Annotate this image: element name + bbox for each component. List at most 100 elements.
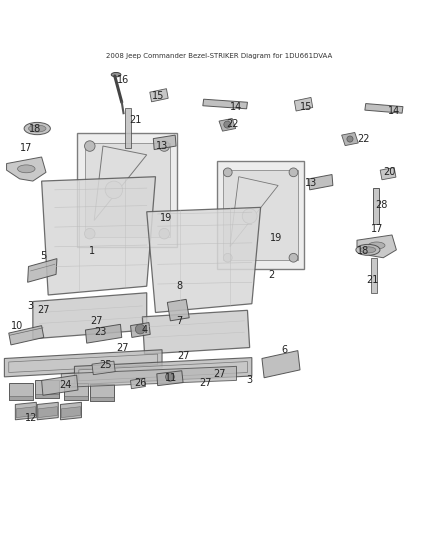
Text: 13: 13 bbox=[305, 178, 317, 188]
Text: 3: 3 bbox=[247, 375, 253, 385]
Text: 12: 12 bbox=[25, 413, 37, 423]
Circle shape bbox=[223, 168, 232, 177]
Circle shape bbox=[159, 229, 170, 239]
Polygon shape bbox=[16, 407, 35, 418]
Text: 27: 27 bbox=[213, 369, 225, 379]
Ellipse shape bbox=[111, 72, 121, 77]
Text: 21: 21 bbox=[130, 115, 142, 125]
Polygon shape bbox=[42, 177, 155, 295]
Text: 21: 21 bbox=[366, 274, 378, 285]
Polygon shape bbox=[7, 157, 46, 181]
Text: 2008 Jeep Commander Bezel-STRIKER Diagram for 1DU661DVAA: 2008 Jeep Commander Bezel-STRIKER Diagra… bbox=[106, 53, 332, 59]
Text: 15: 15 bbox=[152, 91, 164, 101]
Text: 27: 27 bbox=[117, 343, 129, 352]
Text: 23: 23 bbox=[95, 327, 107, 337]
Polygon shape bbox=[157, 371, 183, 386]
Bar bbox=[77, 133, 177, 247]
Polygon shape bbox=[15, 402, 36, 420]
Text: 18: 18 bbox=[29, 124, 41, 134]
Circle shape bbox=[224, 121, 231, 128]
Polygon shape bbox=[294, 98, 313, 111]
Text: 28: 28 bbox=[375, 200, 387, 210]
Ellipse shape bbox=[368, 242, 385, 249]
Polygon shape bbox=[92, 361, 115, 375]
Text: 7: 7 bbox=[177, 316, 183, 326]
Text: 20: 20 bbox=[384, 167, 396, 177]
Text: 4: 4 bbox=[141, 325, 148, 335]
Polygon shape bbox=[203, 99, 247, 109]
Text: 14: 14 bbox=[230, 102, 243, 111]
Polygon shape bbox=[373, 188, 379, 223]
Polygon shape bbox=[35, 381, 59, 398]
Text: 22: 22 bbox=[357, 134, 370, 144]
Ellipse shape bbox=[360, 247, 376, 253]
Polygon shape bbox=[35, 393, 59, 398]
Polygon shape bbox=[28, 259, 57, 282]
Ellipse shape bbox=[28, 125, 46, 132]
Circle shape bbox=[105, 181, 123, 199]
Bar bbox=[223, 170, 298, 260]
Polygon shape bbox=[38, 407, 57, 418]
Polygon shape bbox=[79, 361, 247, 381]
Polygon shape bbox=[9, 354, 158, 373]
Ellipse shape bbox=[356, 245, 380, 255]
Polygon shape bbox=[147, 207, 261, 312]
Polygon shape bbox=[142, 310, 250, 354]
Polygon shape bbox=[365, 103, 403, 113]
Polygon shape bbox=[37, 402, 58, 420]
Circle shape bbox=[85, 229, 95, 239]
Text: 1: 1 bbox=[89, 246, 95, 256]
Text: 24: 24 bbox=[60, 379, 72, 390]
Circle shape bbox=[242, 209, 257, 223]
Text: 26: 26 bbox=[134, 377, 146, 387]
Polygon shape bbox=[61, 366, 237, 387]
Polygon shape bbox=[74, 358, 252, 385]
Circle shape bbox=[135, 324, 145, 334]
Circle shape bbox=[347, 136, 353, 142]
Text: 27: 27 bbox=[200, 377, 212, 387]
Text: 15: 15 bbox=[300, 102, 313, 111]
Polygon shape bbox=[90, 384, 114, 401]
Polygon shape bbox=[9, 395, 33, 400]
Polygon shape bbox=[64, 395, 88, 400]
Circle shape bbox=[289, 253, 298, 262]
Polygon shape bbox=[60, 402, 81, 420]
Text: 13: 13 bbox=[156, 141, 168, 151]
Circle shape bbox=[223, 253, 232, 262]
Polygon shape bbox=[42, 375, 78, 395]
Polygon shape bbox=[167, 300, 189, 321]
Text: 11: 11 bbox=[165, 373, 177, 383]
Polygon shape bbox=[61, 407, 81, 418]
Text: 10: 10 bbox=[11, 321, 24, 330]
Polygon shape bbox=[371, 258, 377, 293]
Text: 2: 2 bbox=[268, 270, 275, 280]
Polygon shape bbox=[64, 383, 88, 400]
Text: 27: 27 bbox=[38, 305, 50, 316]
Polygon shape bbox=[131, 378, 145, 389]
Text: 17: 17 bbox=[20, 143, 32, 154]
Polygon shape bbox=[262, 351, 300, 378]
Bar bbox=[217, 161, 304, 269]
Text: 17: 17 bbox=[371, 224, 383, 235]
Ellipse shape bbox=[18, 165, 35, 173]
Polygon shape bbox=[131, 322, 150, 337]
Polygon shape bbox=[380, 167, 396, 180]
Polygon shape bbox=[357, 235, 396, 258]
Polygon shape bbox=[150, 88, 168, 102]
Polygon shape bbox=[4, 350, 162, 377]
Text: 19: 19 bbox=[270, 233, 282, 243]
Circle shape bbox=[289, 168, 298, 177]
Text: 25: 25 bbox=[99, 360, 111, 370]
Bar bbox=[85, 142, 170, 237]
Text: 14: 14 bbox=[388, 106, 400, 116]
Text: 6: 6 bbox=[282, 345, 288, 355]
Ellipse shape bbox=[24, 123, 50, 135]
Text: 18: 18 bbox=[357, 246, 370, 256]
Text: 8: 8 bbox=[177, 281, 183, 291]
Text: 27: 27 bbox=[90, 316, 102, 326]
Text: 3: 3 bbox=[28, 301, 34, 311]
Polygon shape bbox=[33, 293, 147, 339]
Text: 19: 19 bbox=[160, 213, 173, 223]
Polygon shape bbox=[342, 133, 358, 146]
Text: 22: 22 bbox=[226, 119, 238, 129]
